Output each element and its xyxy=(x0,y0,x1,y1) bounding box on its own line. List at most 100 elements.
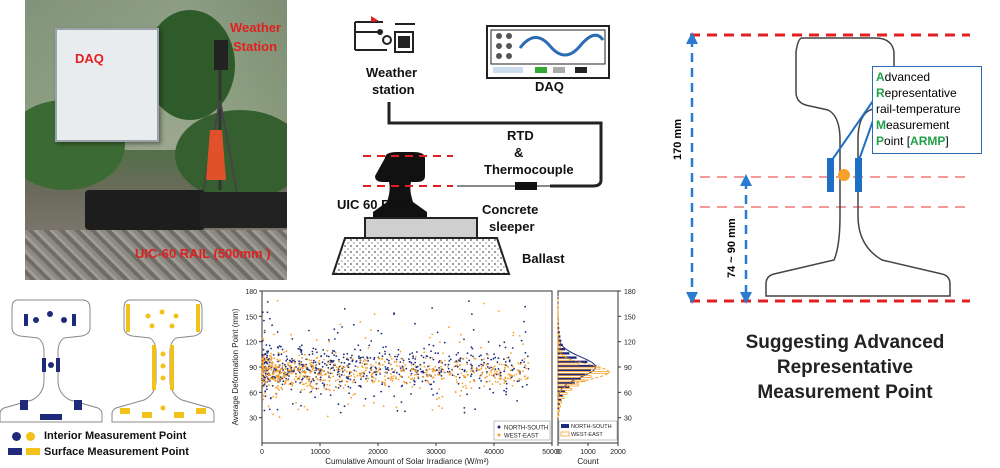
data-point xyxy=(358,355,360,358)
data-point xyxy=(276,366,279,369)
data-point xyxy=(316,356,318,359)
data-point xyxy=(447,363,450,366)
data-point xyxy=(323,386,325,389)
data-point xyxy=(382,346,385,349)
data-point xyxy=(465,371,468,373)
data-point xyxy=(272,372,275,375)
data-point xyxy=(409,353,411,356)
data-point xyxy=(453,374,455,377)
data-point xyxy=(342,356,345,359)
data-point xyxy=(310,359,313,362)
data-point xyxy=(516,380,519,383)
data-point xyxy=(328,374,330,377)
data-point xyxy=(443,371,445,374)
data-point xyxy=(378,357,380,359)
data-point xyxy=(352,394,355,396)
data-point xyxy=(440,370,442,372)
data-point xyxy=(436,398,438,400)
data-point xyxy=(518,380,520,382)
data-point xyxy=(277,346,280,349)
data-point xyxy=(311,368,314,370)
data-point xyxy=(293,366,296,369)
data-point xyxy=(383,375,386,377)
data-point xyxy=(300,366,303,369)
data-point xyxy=(319,379,322,382)
rail-icon-navy xyxy=(0,299,103,423)
data-point xyxy=(299,346,301,348)
data-point xyxy=(351,354,353,357)
data-point xyxy=(323,384,325,387)
data-point xyxy=(272,395,274,398)
data-point xyxy=(486,370,488,373)
data-point xyxy=(314,396,316,399)
legend-label: WEST-EAST xyxy=(504,434,539,440)
data-point xyxy=(447,371,450,374)
data-point xyxy=(442,377,445,380)
data-point xyxy=(480,359,483,361)
x-axis-label: Count xyxy=(577,457,599,466)
data-point xyxy=(313,359,315,362)
data-point xyxy=(271,324,273,327)
data-point xyxy=(291,338,294,340)
data-point xyxy=(319,376,322,379)
data-point xyxy=(470,387,473,389)
surface-marker-gold xyxy=(26,448,40,455)
data-point xyxy=(274,364,277,367)
hist-bar xyxy=(557,387,573,391)
data-point xyxy=(486,366,489,368)
hist-bar xyxy=(558,326,560,330)
data-point xyxy=(414,358,417,360)
hist-legend: NORTH-SOUTH WEST-EAST xyxy=(558,420,618,441)
data-point xyxy=(270,358,273,361)
data-point xyxy=(423,365,426,368)
data-point xyxy=(373,313,376,315)
histogram-chart: 30 60 90 120 150 180 0 1000 2000 Count NORTH-SOUTH… xyxy=(556,289,636,466)
data-point xyxy=(490,358,493,361)
data-point xyxy=(409,378,412,380)
data-point xyxy=(503,389,505,392)
data-point xyxy=(394,355,396,358)
data-point xyxy=(355,370,357,373)
data-point xyxy=(289,365,292,368)
legend-marker xyxy=(560,431,570,437)
data-point xyxy=(291,357,293,360)
data-point xyxy=(438,397,441,399)
data-point xyxy=(499,373,502,376)
data-point xyxy=(402,359,405,362)
data-point xyxy=(460,333,462,336)
data-point xyxy=(262,362,265,365)
data-point xyxy=(526,355,529,358)
data-point xyxy=(366,363,368,365)
armp-line: Point [ARMP] xyxy=(876,134,949,148)
data-point xyxy=(266,381,268,383)
data-point xyxy=(356,374,359,377)
data-point xyxy=(261,383,264,386)
data-point xyxy=(372,376,375,379)
data-point xyxy=(500,377,503,380)
photo-label-rail: UIC-60 RAIL (500mm ) xyxy=(135,246,271,261)
data-point xyxy=(375,361,377,364)
hist-bar xyxy=(558,356,577,359)
data-point xyxy=(473,380,476,382)
data-point xyxy=(427,373,429,376)
data-point xyxy=(509,369,512,372)
data-point xyxy=(321,374,323,377)
data-point xyxy=(503,368,506,371)
data-point xyxy=(265,374,267,377)
data-point xyxy=(413,377,416,379)
data-point xyxy=(416,365,418,368)
data-point xyxy=(336,369,338,371)
data-point xyxy=(352,381,354,384)
data-point xyxy=(456,365,459,368)
hist-bar xyxy=(557,379,586,383)
data-point xyxy=(311,364,314,367)
data-point xyxy=(280,345,282,348)
data-point xyxy=(401,367,404,370)
data-point xyxy=(337,371,339,374)
data-point xyxy=(385,371,387,374)
data-point xyxy=(306,358,309,361)
x-tick-label: 0 xyxy=(260,449,264,456)
data-point xyxy=(480,380,482,382)
data-point xyxy=(277,378,279,381)
data-point xyxy=(382,405,385,408)
